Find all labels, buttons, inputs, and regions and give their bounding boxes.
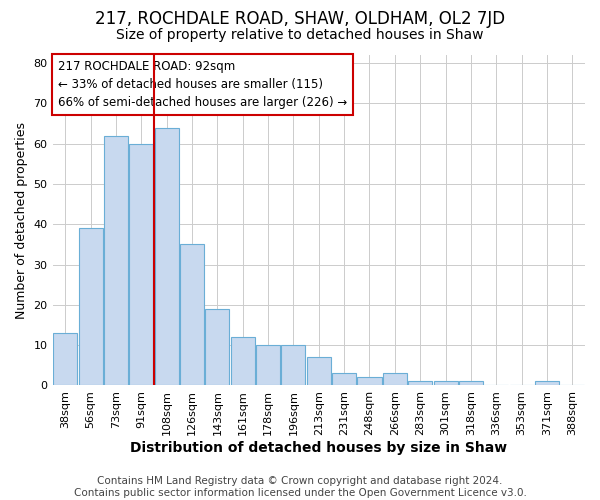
Text: Contains HM Land Registry data © Crown copyright and database right 2024.
Contai: Contains HM Land Registry data © Crown c… bbox=[74, 476, 526, 498]
Bar bbox=[155, 128, 179, 386]
Y-axis label: Number of detached properties: Number of detached properties bbox=[15, 122, 28, 318]
Bar bbox=[79, 228, 103, 386]
Text: 217 ROCHDALE ROAD: 92sqm
← 33% of detached houses are smaller (115)
66% of semi-: 217 ROCHDALE ROAD: 92sqm ← 33% of detach… bbox=[58, 60, 347, 109]
Bar bbox=[535, 382, 559, 386]
X-axis label: Distribution of detached houses by size in Shaw: Distribution of detached houses by size … bbox=[130, 441, 508, 455]
Bar bbox=[256, 345, 280, 386]
Bar bbox=[281, 345, 305, 386]
Text: 217, ROCHDALE ROAD, SHAW, OLDHAM, OL2 7JD: 217, ROCHDALE ROAD, SHAW, OLDHAM, OL2 7J… bbox=[95, 10, 505, 28]
Bar bbox=[358, 378, 382, 386]
Bar bbox=[459, 382, 483, 386]
Bar bbox=[129, 144, 154, 386]
Text: Size of property relative to detached houses in Shaw: Size of property relative to detached ho… bbox=[116, 28, 484, 42]
Bar bbox=[332, 374, 356, 386]
Bar bbox=[434, 382, 458, 386]
Bar bbox=[53, 333, 77, 386]
Bar bbox=[205, 309, 229, 386]
Bar bbox=[408, 382, 432, 386]
Bar bbox=[383, 374, 407, 386]
Bar bbox=[104, 136, 128, 386]
Bar bbox=[180, 244, 204, 386]
Bar bbox=[230, 337, 255, 386]
Bar bbox=[307, 357, 331, 386]
